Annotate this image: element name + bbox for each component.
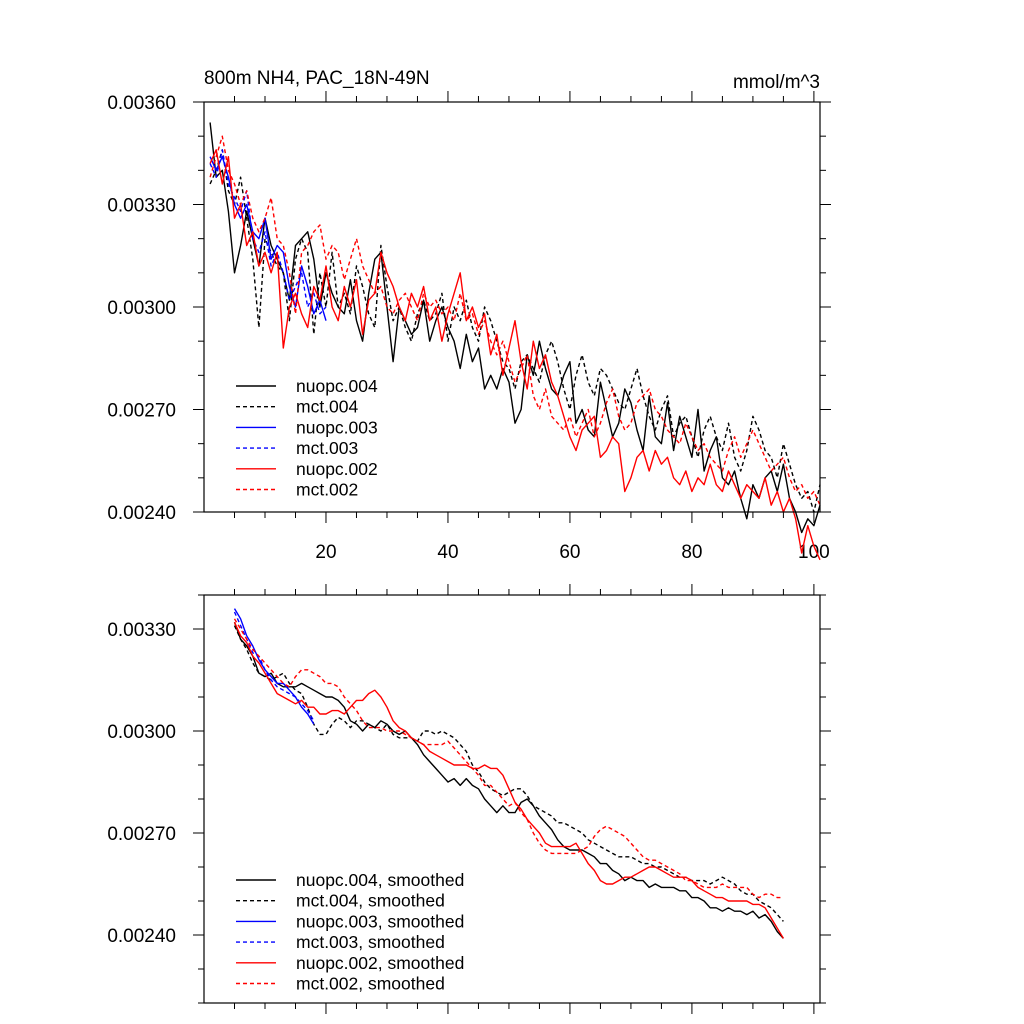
series-lines xyxy=(209,122,821,561)
legend-label: nuopc.004 xyxy=(296,376,378,396)
series-line-mct-003 xyxy=(209,149,327,315)
units-label: mmol/m^3 xyxy=(733,72,820,93)
series-line-nuopc-003-smoothed xyxy=(233,608,315,725)
x-tick-labels: 20 40 60 80 100 xyxy=(315,542,829,563)
series-line-nuopc-002 xyxy=(209,149,821,561)
x-tick-label: 40 xyxy=(437,542,458,563)
y-tick-label: 0.00270 xyxy=(107,401,176,422)
legend-label: mct.003, smoothed xyxy=(296,932,445,952)
x-tick-label: 20 xyxy=(315,542,336,563)
legend-label: nuopc.004, smoothed xyxy=(296,870,464,890)
series-line-nuopc-004 xyxy=(209,122,821,534)
y-tick-labels: 0.00240 0.00270 0.00300 0.00330 0.00360 xyxy=(107,93,176,524)
series-line-mct-002 xyxy=(209,135,821,506)
legend-label: nuopc.002 xyxy=(296,459,378,479)
series-line-mct-002-smoothed xyxy=(233,618,784,899)
top-panel: 800m NH4, PAC_18N-49N mmol/m^3 0.002400.… xyxy=(107,68,831,563)
legend-label: mct.003 xyxy=(296,438,358,458)
y-tick-label: 0.00270 xyxy=(107,824,176,845)
legend: nuopc.004mct.004nuopc.003mct.003nuopc.00… xyxy=(236,376,378,500)
y-tick-label: 0.00300 xyxy=(107,298,176,319)
legend-label: mct.002 xyxy=(296,480,358,500)
x-tick-label: 80 xyxy=(681,542,702,563)
series-line-mct-003-smoothed xyxy=(233,611,315,722)
chart-title: 800m NH4, PAC_18N-49N xyxy=(204,68,430,89)
series-line-nuopc-003 xyxy=(209,155,327,321)
legend-label: nuopc.003 xyxy=(296,417,378,437)
y-tick-label: 0.00330 xyxy=(107,196,176,217)
series-line-nuopc-004-smoothed xyxy=(233,621,784,939)
plot-frame xyxy=(203,594,821,1004)
x-tick-label: 60 xyxy=(559,542,580,563)
legend-label: nuopc.003, smoothed xyxy=(296,911,464,931)
bottom-panel: 0.00240 0.00270 0.00300 0.00330 nuopc.004, … xyxy=(107,584,831,1014)
legend-label: mct.004, smoothed xyxy=(296,891,445,911)
y-tick-label: 0.00240 xyxy=(107,503,176,524)
axis-ticks xyxy=(193,584,831,1014)
y-tick-label: 0.00300 xyxy=(107,722,176,743)
legend-label: mct.004 xyxy=(296,397,359,417)
y-tick-label: 0.00330 xyxy=(107,620,176,641)
x-tick-label: 100 xyxy=(798,542,830,563)
series-line-nuopc-002-smoothed xyxy=(233,621,785,939)
legend-label: mct.002, smoothed xyxy=(296,974,445,994)
legend-label: nuopc.002, smoothed xyxy=(296,953,464,973)
y-tick-labels: 0.00240 0.00270 0.00300 0.00330 xyxy=(107,620,176,947)
axis-ticks xyxy=(193,91,831,523)
plot-frame xyxy=(203,101,821,513)
y-tick-label: 0.00360 xyxy=(107,93,176,114)
series-lines xyxy=(233,608,785,939)
y-tick-label: 0.00240 xyxy=(107,926,176,947)
